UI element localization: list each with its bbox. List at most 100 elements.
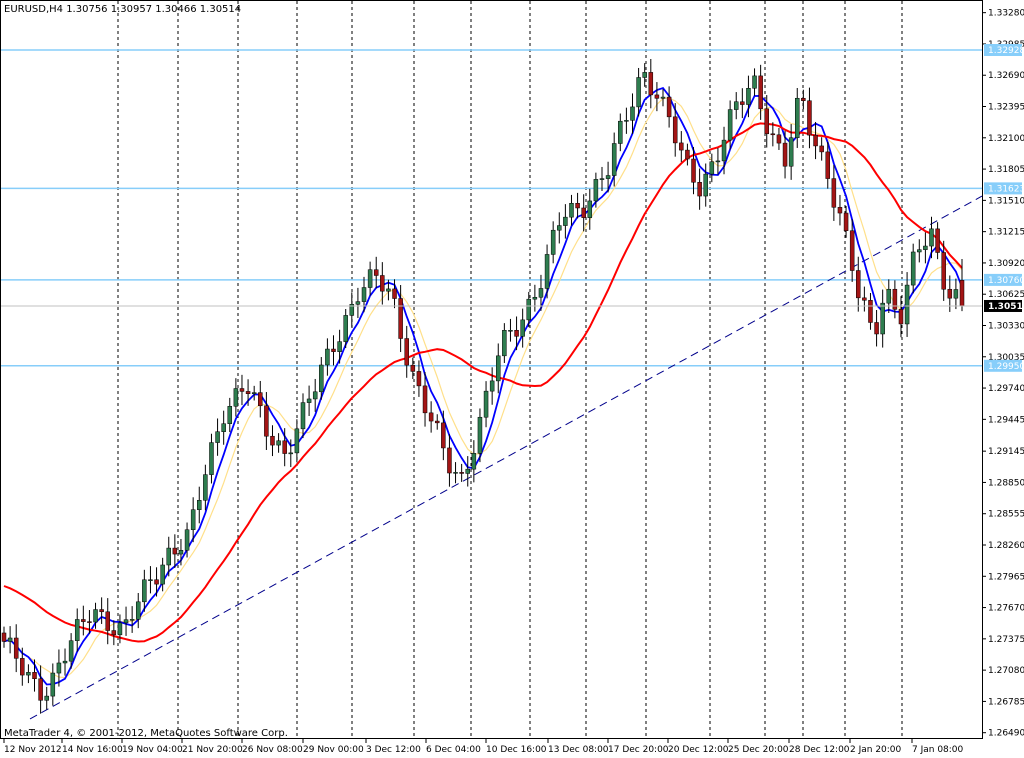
candle [319, 357, 324, 400]
x-tick-label: 3 Dec 12:00 [366, 745, 421, 755]
candle-body [929, 228, 934, 247]
candle [434, 414, 440, 430]
candle-body [557, 225, 562, 231]
candle [398, 285, 403, 353]
candle-body [392, 288, 397, 299]
candle [550, 221, 556, 264]
candle [892, 280, 898, 319]
candle [544, 244, 550, 299]
candle-body [752, 75, 757, 89]
candle-body [26, 672, 31, 676]
candle-body [740, 101, 745, 105]
candle [386, 279, 391, 301]
candle-body [910, 251, 916, 286]
candle-body [941, 252, 946, 290]
x-tick-label: 17 Dec 20:00 [608, 745, 669, 755]
candle-body [532, 296, 538, 300]
candle-body [508, 330, 513, 332]
candle-body [569, 203, 574, 218]
candle-body [868, 300, 873, 323]
candle [752, 68, 757, 96]
candle [672, 103, 678, 157]
candle-body [880, 302, 885, 335]
candle [172, 534, 178, 568]
candle-body [68, 640, 74, 662]
candle-body [593, 179, 599, 202]
candle-body [62, 660, 68, 664]
candle [245, 379, 251, 406]
candle-body [99, 609, 104, 613]
candle [630, 93, 635, 134]
candle [416, 360, 422, 397]
candle-body [898, 309, 904, 325]
candle-body [825, 151, 831, 179]
candle [575, 192, 580, 219]
candle-body [337, 341, 342, 352]
candle-body [306, 398, 312, 403]
candle-body [837, 207, 843, 214]
candle [514, 316, 519, 351]
candle-body [380, 275, 385, 292]
candle [502, 323, 507, 363]
candle [740, 88, 745, 119]
candle [373, 256, 379, 289]
candle-body [270, 435, 275, 446]
candle-body [788, 137, 794, 167]
candle-body [721, 139, 727, 162]
candle [557, 212, 562, 244]
candle-body [648, 72, 654, 96]
candle-body [599, 178, 605, 180]
candle [7, 626, 13, 654]
candle-body [7, 637, 13, 642]
candle [837, 194, 843, 226]
candle-body [642, 72, 647, 78]
candle-body [44, 695, 49, 701]
candle-body [349, 304, 355, 316]
chart-header: EURUSD,H4 1.30756 1.30957 1.30466 1.3051… [4, 4, 241, 15]
candle-body [496, 355, 501, 382]
y-tick-label: 1.32690 [988, 71, 1024, 81]
candle [831, 164, 837, 221]
x-tick-label: 20 Dec 12:00 [668, 745, 729, 755]
candle-body [416, 371, 422, 387]
x-tick-label: 13 Dec 08:00 [548, 745, 609, 755]
x-tick-label: 7 Jan 08:00 [912, 745, 964, 755]
y-tick-label: 1.31215 [988, 228, 1024, 238]
copyright-text: MetaTrader 4, © 2001-2012, MetaQuotes So… [4, 728, 288, 739]
candle-body [32, 672, 37, 680]
y-tick-label: 1.29445 [988, 415, 1024, 425]
candle-body [801, 97, 806, 101]
candle [782, 130, 788, 179]
candle [129, 606, 135, 633]
x-tick-label: 6 Dec 04:00 [426, 745, 481, 755]
candle [715, 148, 721, 175]
candle-body [184, 529, 190, 551]
candle-body [441, 422, 446, 449]
candle-body [587, 200, 593, 218]
candle-body [959, 280, 965, 307]
candle [227, 397, 233, 433]
candle-body [764, 108, 769, 135]
candle-body [264, 405, 269, 437]
candle [709, 153, 715, 183]
candle-body [679, 142, 684, 151]
y-tick-label: 1.28555 [988, 510, 1024, 520]
candle [642, 63, 647, 87]
candle [538, 274, 544, 311]
y-tick-label: 1.30920 [988, 259, 1024, 269]
candle [483, 381, 489, 428]
candle [929, 216, 934, 259]
candle [496, 343, 501, 394]
candle [764, 95, 769, 148]
candle-body [74, 619, 80, 641]
y-tick-label: 1.30035 [988, 353, 1024, 363]
candle-body [502, 330, 507, 357]
candle-body [209, 442, 214, 475]
candle-body [746, 88, 751, 105]
y-tick-label: 1.31510 [988, 196, 1024, 206]
candle-body [459, 472, 464, 474]
candle [380, 262, 385, 305]
candle-body [605, 175, 611, 179]
candle [874, 309, 879, 347]
